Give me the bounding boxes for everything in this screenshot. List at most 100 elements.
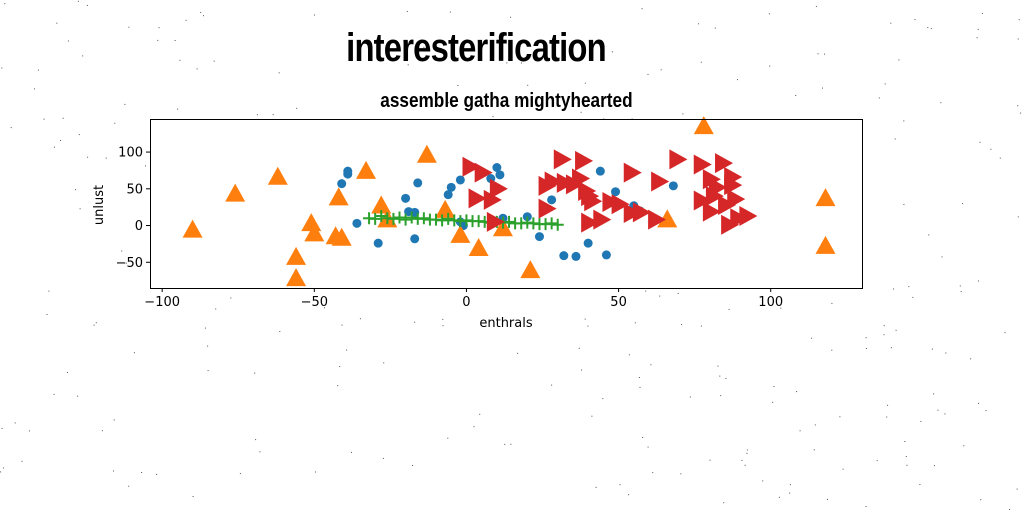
speckle-dot (359, 318, 361, 320)
speckle-dot (406, 11, 408, 12)
point-circle (410, 234, 420, 244)
speckle-dot (14, 422, 16, 424)
point-triangle-right (623, 203, 642, 224)
speckle-dot (990, 148, 992, 150)
speckle-dot (255, 439, 257, 441)
speckle-dot (43, 118, 45, 120)
speckle-dot (506, 62, 508, 64)
speckle-dot (865, 506, 867, 507)
speckle-dot (128, 26, 130, 28)
speckle-dot (1009, 509, 1011, 510)
point-triangle-right (486, 211, 505, 232)
point-circle (559, 251, 569, 261)
speckle-dot (813, 449, 815, 451)
point-triangle-right (669, 149, 688, 170)
speckle-dot (723, 502, 725, 504)
speckle-dot (95, 322, 97, 324)
speckle-dot (157, 39, 159, 41)
point-triangle-up (371, 195, 392, 214)
speckle-dot (145, 165, 146, 167)
point-triangle-up (468, 238, 489, 257)
speckle-dot (113, 470, 114, 472)
y-tick-label: 100 (118, 146, 143, 161)
speckle-dot (634, 322, 636, 324)
speckle-dot (53, 393, 55, 395)
speckle-dot (682, 113, 684, 115)
speckle-dot (1004, 332, 1006, 334)
speckle-dot (890, 22, 892, 24)
speckle-dot (468, 303, 470, 305)
point-plus (369, 212, 382, 225)
speckle-dot (404, 96, 406, 97)
speckle-dot (905, 456, 907, 457)
speckle-dot (927, 27, 929, 28)
speckle-dot (700, 325, 702, 327)
speckle-dot (449, 11, 451, 13)
point-triangle-up (286, 246, 307, 265)
speckle-dot (650, 364, 652, 366)
speckle-dot (351, 451, 352, 453)
speckle-dot (680, 473, 682, 475)
speckle-dot (578, 347, 580, 349)
speckle-dot (714, 27, 716, 29)
point-triangle-right (715, 153, 734, 174)
point-circle (337, 179, 347, 189)
point-triangle-right (648, 209, 667, 230)
speckle-dot (339, 366, 341, 367)
speckle-dot (296, 107, 298, 109)
point-triangle-right (632, 202, 651, 223)
point-circle (601, 250, 611, 260)
speckle-dot (595, 486, 597, 488)
speckle-dot (46, 314, 48, 315)
speckle-dot (912, 296, 914, 298)
speckle-dot (937, 409, 939, 411)
speckle-dot (769, 65, 771, 67)
speckle-dot (230, 297, 232, 299)
point-plus (436, 214, 449, 227)
point-triangle-right (727, 189, 746, 210)
speckle-dot (933, 393, 935, 395)
speckle-dot (883, 325, 885, 327)
x-axis-label: enthrals (479, 316, 532, 331)
point-triangle-right (553, 149, 572, 170)
speckle-dot (86, 4, 88, 6)
y-axis-label: unlust (92, 185, 107, 225)
speckle-dot (4, 3, 6, 5)
speckle-dot (628, 494, 630, 496)
speckle-dot (457, 85, 459, 86)
speckle-dot (619, 484, 621, 486)
speckle-dot (254, 372, 256, 374)
speckle-dot (1017, 216, 1019, 218)
speckle-dot (114, 122, 116, 124)
speckle-dot (642, 437, 644, 438)
speckle-dot (914, 19, 916, 20)
speckle-dot (944, 413, 946, 415)
speckle-dot (1018, 19, 1020, 21)
point-triangle-right (730, 208, 749, 229)
point-triangle-up (657, 209, 678, 228)
point-triangle-right (474, 162, 493, 183)
speckle-dot (884, 83, 886, 85)
speckle-dot (628, 354, 630, 356)
speckle-dot (744, 464, 746, 466)
speckle-dot (77, 395, 79, 397)
point-triangle-right (575, 150, 594, 171)
speckle-dot (980, 499, 982, 501)
point-triangle-right (602, 192, 621, 213)
speckle-dot (584, 318, 586, 320)
point-circle (373, 238, 383, 248)
speckle-dot (587, 325, 589, 327)
x-tick-label: −50 (301, 295, 328, 310)
point-triangle-right (556, 172, 575, 193)
point-circle (495, 170, 505, 180)
speckle-dot (719, 375, 721, 377)
point-triangle-up (356, 160, 377, 179)
speckle-dot (56, 22, 58, 24)
speckle-dot (580, 111, 582, 113)
speckle-dot (133, 352, 135, 354)
speckle-dot (323, 307, 325, 309)
speckle-dot (622, 296, 624, 297)
point-triangle-right (468, 188, 487, 209)
speckle-dot (37, 69, 39, 71)
